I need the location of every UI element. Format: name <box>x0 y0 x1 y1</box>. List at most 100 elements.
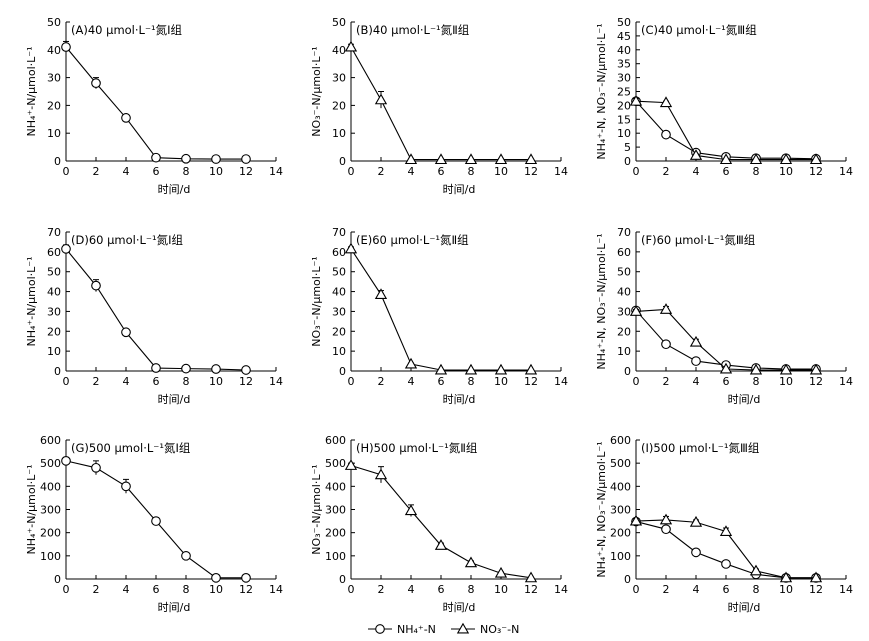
x-tick-label: 14 <box>269 583 283 596</box>
x-tick-label: 0 <box>348 165 355 178</box>
series-no3-triangle-marker <box>494 566 508 578</box>
series-nh4-circle-marker <box>91 280 101 291</box>
y-tick-label: 70 <box>47 226 61 239</box>
y-tick-label: 35 <box>617 58 631 71</box>
series-no3-triangle-marker <box>404 153 418 165</box>
series-nh4-circle-marker <box>661 339 671 350</box>
chart-title: (I)500 μmol·L⁻¹氮Ⅲ组 <box>641 441 760 455</box>
x-tick-label: 12 <box>239 375 253 388</box>
series-nh4-circle-marker <box>241 154 251 164</box>
x-axis-label: 时间/d <box>158 393 191 406</box>
y-tick-label: 300 <box>610 504 631 517</box>
y-tick-label: 500 <box>40 457 61 470</box>
y-tick-label: 40 <box>332 44 346 57</box>
y-axis-label: NH₄⁺-N, NO₃⁻-N/μmol·L⁻¹ <box>595 233 608 369</box>
y-tick-label: 20 <box>617 99 631 112</box>
x-tick-label: 10 <box>209 583 223 596</box>
y-tick-label: 50 <box>617 266 631 279</box>
x-tick-label: 0 <box>348 375 355 388</box>
series-nh4-circle-marker <box>61 456 71 466</box>
series-nh4-line <box>635 100 817 160</box>
series-no3 <box>344 459 538 583</box>
y-tick-label: 40 <box>47 44 61 57</box>
y-tick-label: 20 <box>332 99 346 112</box>
x-tick-label: 12 <box>524 375 538 388</box>
x-axis-label: 时间/d <box>728 601 761 614</box>
y-tick-label: 500 <box>610 457 631 470</box>
y-tick-label: 45 <box>617 30 631 43</box>
series-no3 <box>629 513 823 583</box>
x-tick-label: 4 <box>693 165 700 178</box>
y-tick-label: 30 <box>47 305 61 318</box>
legend-no3-triangle-marker <box>456 622 470 634</box>
series-nh4-circle-marker <box>241 365 251 375</box>
legend-label: NH₄⁺-N <box>397 623 436 636</box>
x-tick-label: 0 <box>63 165 70 178</box>
x-tick-label: 0 <box>63 375 70 388</box>
y-axis-label: NH₄⁺-N, NO₃⁻-N/μmol·L⁻¹ <box>595 441 608 577</box>
series-no3-triangle-marker <box>659 96 673 108</box>
x-tick-label: 2 <box>663 165 670 178</box>
series-no3-triangle-marker <box>689 335 703 347</box>
series-nh4-circle-marker <box>121 481 131 492</box>
x-tick-label: 2 <box>663 375 670 388</box>
series-no3-triangle-marker <box>404 357 418 369</box>
x-tick-label: 10 <box>494 165 508 178</box>
series-nh4-circle-marker <box>691 356 701 366</box>
series-nh4-circle-marker <box>211 154 221 164</box>
x-tick-label: 8 <box>468 583 475 596</box>
x-tick-label: 6 <box>723 583 730 596</box>
x-tick-label: 4 <box>408 165 415 178</box>
series-no3-triangle-marker <box>374 468 388 480</box>
series-no3-triangle-marker <box>434 153 448 165</box>
chart-title: (B)40 μmol·L⁻¹氮Ⅱ组 <box>356 23 470 37</box>
series-no3 <box>629 303 823 375</box>
x-tick-label: 0 <box>633 165 640 178</box>
x-tick-label: 2 <box>378 375 385 388</box>
chart-title: (C)40 μmol·L⁻¹氮Ⅲ组 <box>641 23 757 37</box>
legend-nh4-circle-marker <box>375 624 385 634</box>
y-tick-label: 50 <box>332 266 346 279</box>
y-tick-label: 100 <box>40 550 61 563</box>
x-tick-label: 14 <box>269 375 283 388</box>
x-tick-label: 6 <box>723 375 730 388</box>
y-tick-label: 600 <box>325 434 346 447</box>
x-tick-label: 12 <box>524 165 538 178</box>
chart-panel-d: 0 2 4 6 8 10 12 14 0 10 20 30 40 50 60 70 (D)60 μmol·L⁻¹… <box>25 226 283 406</box>
x-tick-label: 10 <box>494 583 508 596</box>
series-no3-triangle-marker <box>344 40 358 52</box>
series-nh4-line <box>65 46 246 160</box>
series-no3-triangle-marker <box>659 513 673 525</box>
series-no3-triangle-marker <box>689 149 703 160</box>
y-tick-label: 200 <box>610 527 631 540</box>
series-nh4-circle-marker <box>61 244 71 254</box>
y-tick-label: 60 <box>47 246 61 259</box>
series-no3-triangle-marker <box>524 571 538 583</box>
y-tick-label: 30 <box>617 72 631 85</box>
series-no3-triangle-marker <box>779 153 793 165</box>
y-tick-label: 20 <box>47 325 61 338</box>
x-tick-label: 2 <box>93 375 100 388</box>
x-tick-label: 14 <box>269 165 283 178</box>
y-tick-label: 0 <box>339 155 346 168</box>
series-no3-triangle-marker <box>779 363 793 375</box>
y-tick-label: 0 <box>339 573 346 586</box>
x-tick-label: 4 <box>408 375 415 388</box>
series-no3-triangle-marker <box>494 153 508 165</box>
chart-panel-a: 0 2 4 6 8 10 12 14 0 10 20 30 40 50 (A)40 μmol·L⁻¹氮Ⅰ组时… <box>25 16 283 196</box>
y-tick-label: 20 <box>47 99 61 112</box>
series-no3-triangle-marker <box>779 571 793 583</box>
y-tick-label: 70 <box>617 226 631 239</box>
series-nh4-circle-marker <box>181 153 191 164</box>
series-no3-triangle-marker <box>434 363 448 375</box>
series-no3-triangle-marker <box>434 539 448 550</box>
x-tick-label: 12 <box>524 583 538 596</box>
series-nh4 <box>61 244 251 375</box>
series-no3-triangle-marker <box>629 94 643 106</box>
series-nh4-circle-marker <box>151 516 161 526</box>
series-no3-triangle-marker <box>494 363 508 375</box>
series-nh4-circle-marker <box>211 572 221 583</box>
chart-panel-i: 0 2 4 6 8 10 12 14 0 100 200 300 400 500 600 (I)500 μmo… <box>595 434 853 614</box>
